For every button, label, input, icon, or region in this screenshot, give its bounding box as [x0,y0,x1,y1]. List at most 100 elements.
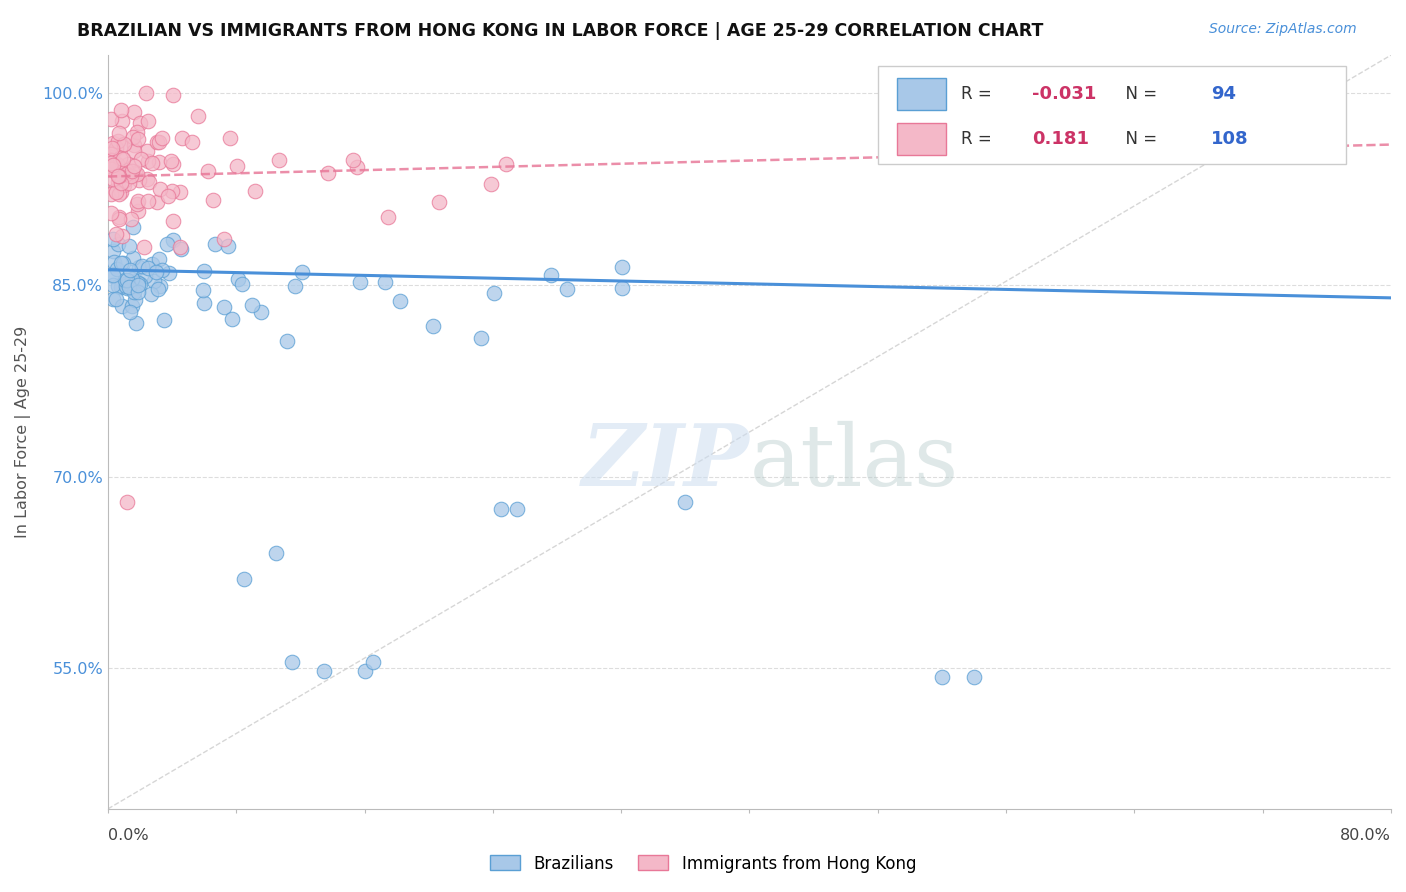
Point [122,137,145,152]
Point [160,154,183,169]
Point [111,114,134,128]
Point [122,145,145,159]
Point [118,239,141,253]
Point [101,278,124,293]
Point [610,260,633,274]
Point [107,175,129,189]
Point [197,164,219,178]
Point [127,204,149,219]
Point [118,262,141,277]
Point [127,276,149,290]
Point [162,233,184,247]
Point [377,210,399,224]
Point [100,146,122,161]
Point [240,298,263,312]
Point [156,236,179,251]
Point [131,259,153,273]
Point [100,162,122,177]
Point [101,158,124,172]
Point [489,501,512,516]
Point [107,169,129,184]
Point [226,159,249,173]
Bar [897,78,946,110]
Point [125,316,148,330]
Point [115,278,138,293]
Text: N =: N = [1115,85,1163,103]
Text: 0.181: 0.181 [1032,130,1088,148]
Point [101,145,124,160]
Point [136,153,159,168]
Point [610,281,633,295]
Point [191,283,214,297]
Point [142,274,165,288]
Point [105,141,128,155]
Point [101,172,124,186]
Point [105,157,128,171]
Point [138,194,160,209]
Point [120,212,142,227]
Text: N =: N = [1115,130,1163,148]
Point [132,240,155,254]
Point [250,304,273,318]
Point [100,141,122,155]
Point [284,279,307,293]
Point [101,232,124,246]
Point [141,156,163,170]
Point [134,269,156,284]
Point [1308,90,1330,104]
Point [100,153,122,167]
Point [281,655,304,669]
Point [162,184,184,198]
Point [110,299,132,313]
Point [115,162,138,177]
Point [110,280,132,294]
Point [100,206,122,220]
Point [148,278,170,293]
Point [136,260,159,275]
Point [138,175,160,189]
Point [127,132,149,146]
Point [125,274,148,288]
Point [128,260,150,275]
Point [231,277,253,292]
Point [131,152,153,166]
Point [112,256,135,270]
Point [931,670,953,684]
Point [201,193,224,207]
Point [506,501,529,516]
Point [162,88,184,103]
Point [118,176,141,190]
Point [193,264,215,278]
Point [107,237,129,252]
Point [124,166,146,180]
Point [346,160,368,174]
Point [342,153,364,168]
Point [129,116,152,130]
Point [121,299,143,313]
Point [139,287,162,301]
Point [157,266,180,280]
Point [124,293,146,307]
Point [122,285,145,300]
Point [107,134,129,148]
Point [291,264,314,278]
Point [152,312,174,326]
Point [361,655,384,669]
Point [146,194,169,209]
Point [128,173,150,187]
Point [127,194,149,208]
Point [963,670,986,684]
Point [110,256,132,270]
Point [316,166,339,180]
Point [112,178,135,192]
Point [122,130,145,145]
Point [145,265,167,279]
Point [276,334,298,349]
FancyBboxPatch shape [877,66,1346,164]
Point [149,181,172,195]
Point [217,238,239,252]
Point [314,664,336,678]
Point [124,159,146,173]
Point [221,312,243,326]
Point [110,176,132,190]
